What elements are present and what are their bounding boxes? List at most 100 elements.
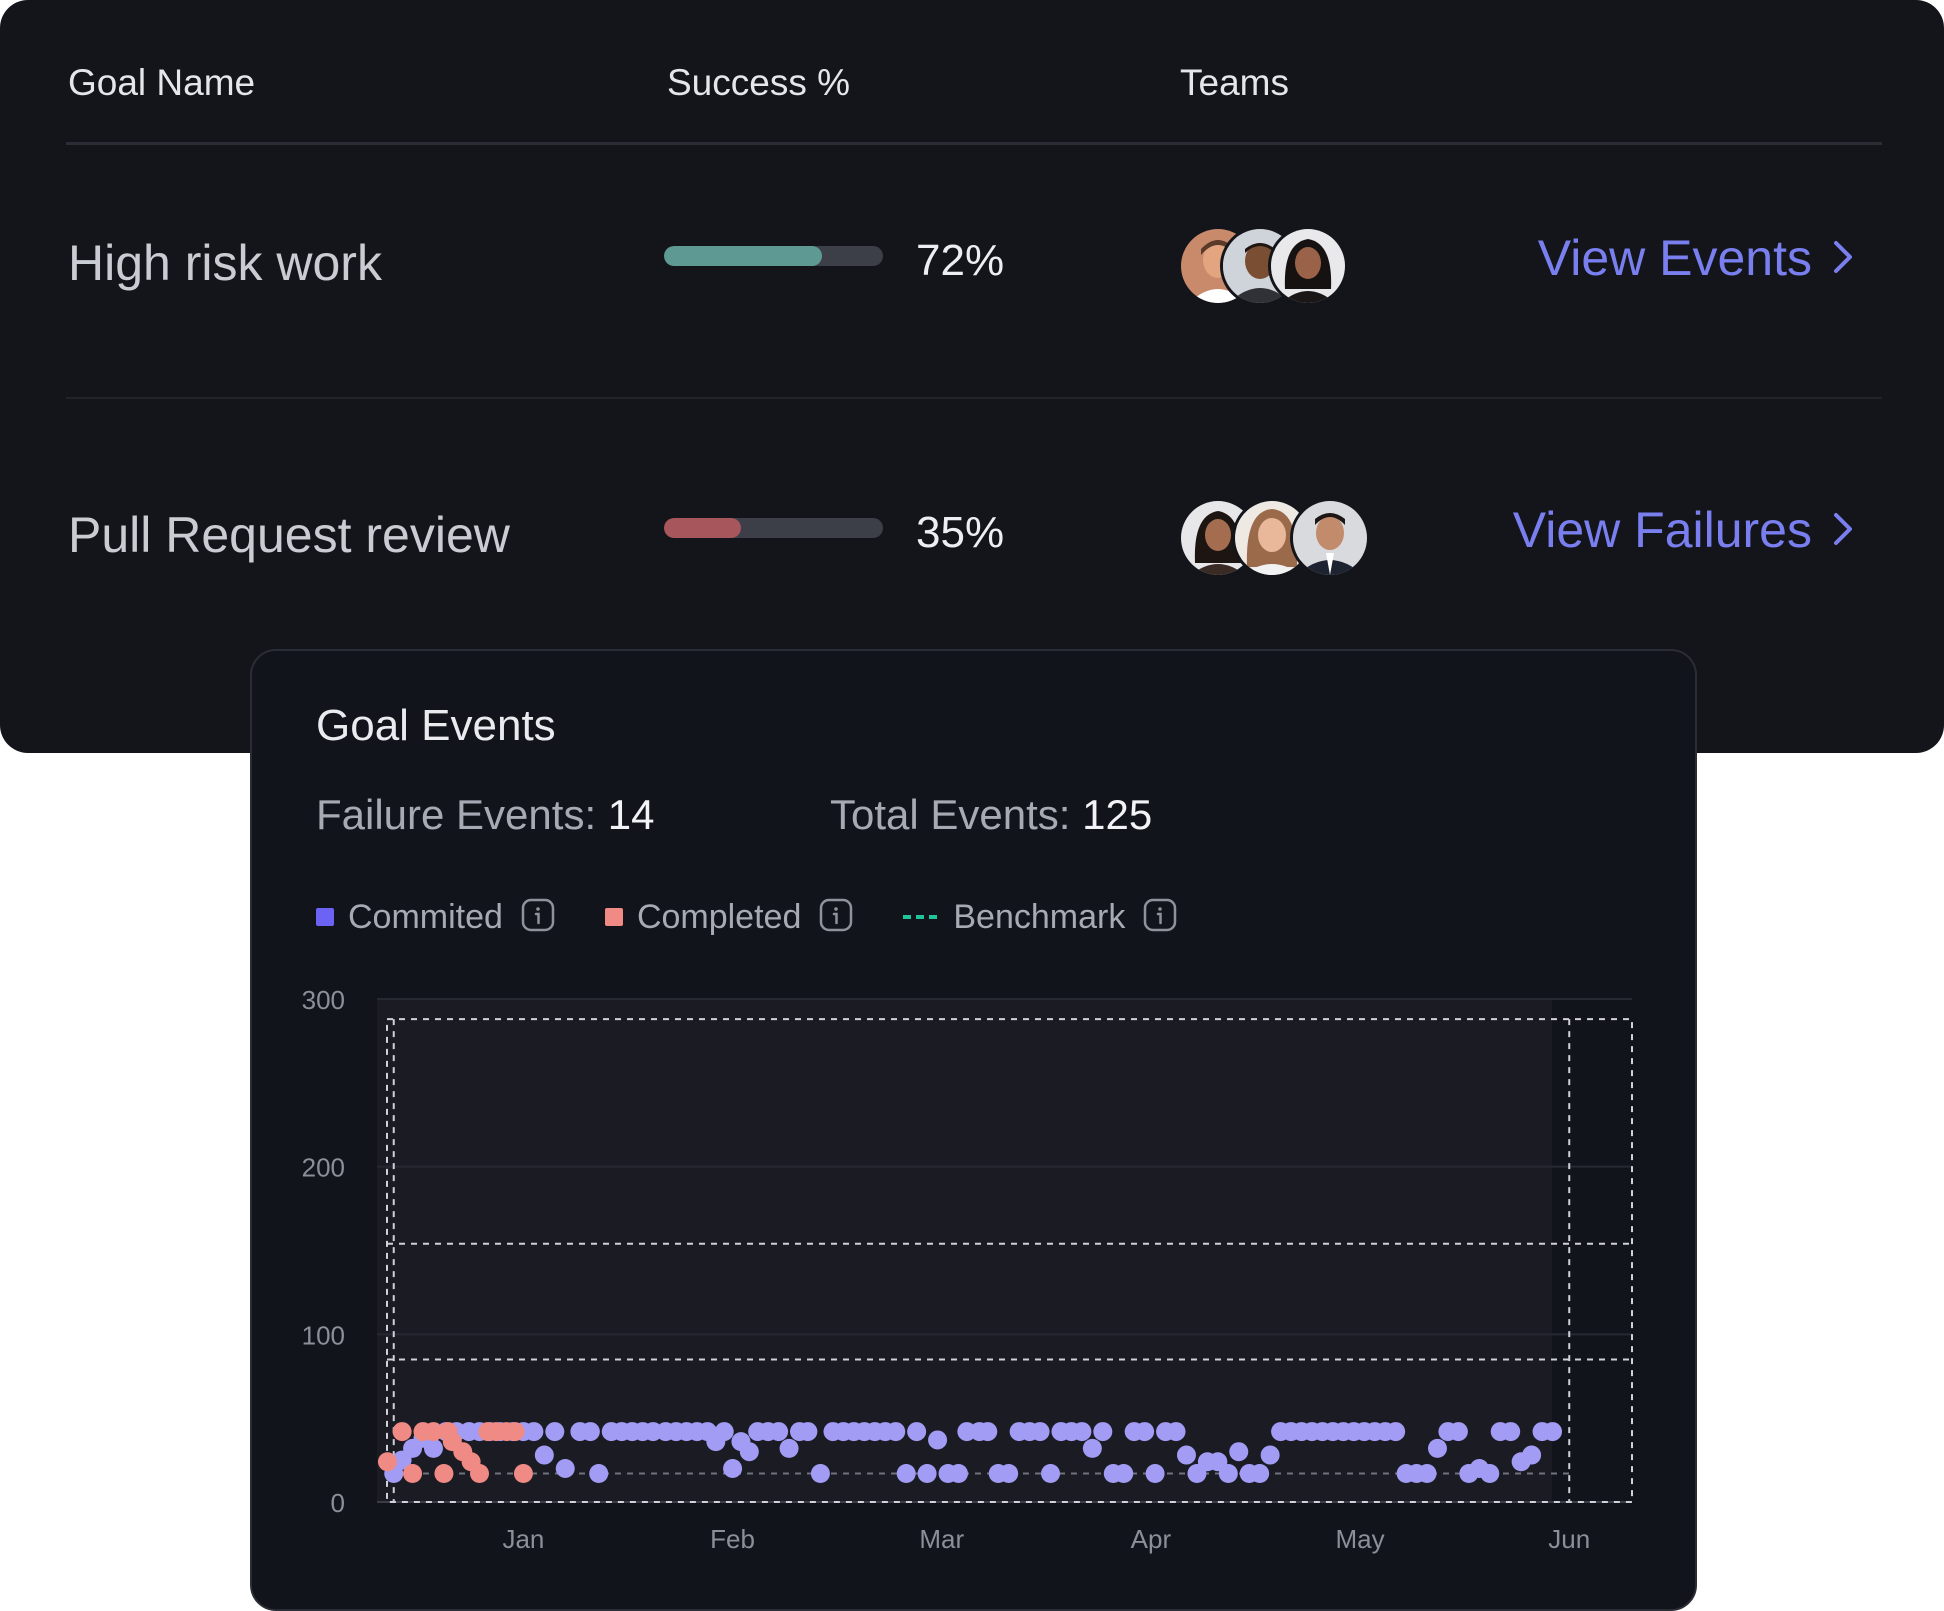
success-progress-fill [664,246,822,266]
y-tick-label: 300 [302,985,345,1015]
row-divider [66,397,1882,399]
success-progress-bar [664,246,883,266]
info-icon[interactable] [819,898,853,937]
completed-point [423,1422,443,1442]
commited-point [1093,1422,1113,1442]
completed-point [403,1463,423,1483]
avatar[interactable] [1268,226,1348,306]
commited-point [1135,1422,1155,1442]
commited-point [1501,1422,1521,1442]
commited-point [1176,1445,1196,1465]
commited-point [524,1422,544,1442]
commited-point [1480,1463,1500,1483]
commited-point [1229,1442,1249,1462]
commited-point [978,1422,998,1442]
view-failures-label: View Failures [1512,502,1812,558]
commited-point [545,1422,565,1442]
success-percent: 72% [916,236,1005,285]
commited-point [1166,1422,1186,1442]
commited-point [1386,1422,1406,1442]
total-events-stat: Total Events: 125 [830,791,1152,839]
completed-point [377,1452,397,1472]
commited-point [810,1463,830,1483]
legend-label: Commited [348,897,503,936]
commited-point [798,1422,818,1442]
commited-point [1543,1422,1563,1442]
completed-point [434,1463,454,1483]
chevron-right-icon [1828,229,1856,287]
goal-name: High risk work [68,235,382,291]
x-tick-label: Mar [919,1524,964,1554]
commited-point [779,1438,799,1458]
column-header-success: Success % [667,62,851,103]
commited-point [1250,1463,1270,1483]
avatar[interactable] [1290,498,1370,578]
view-events-label: View Events [1537,230,1812,286]
commited-point [1041,1463,1061,1483]
view-failures-link[interactable]: View Failures [1513,501,1856,559]
commited-point [769,1422,789,1442]
x-tick-label: May [1336,1524,1385,1554]
y-tick-label: 200 [302,1153,345,1183]
legend-label: Benchmark [953,897,1126,936]
x-tick-label: Jan [502,1524,544,1554]
completed-point [469,1463,489,1483]
commited-point [1522,1445,1542,1465]
completed-point [505,1422,525,1442]
commited-point [1082,1438,1102,1458]
commited-point [917,1463,937,1483]
total-events-label: Total Events: [830,791,1071,838]
x-tick-label: Feb [710,1524,755,1554]
commited-point [580,1422,600,1442]
commited-point [907,1422,927,1442]
total-events-value: 125 [1082,791,1153,838]
info-icon[interactable] [1143,898,1177,937]
completed-point [438,1422,458,1442]
commited-point [423,1438,443,1458]
commited-point [714,1422,734,1442]
chevron-right-icon [1828,501,1856,559]
commited-point [1218,1463,1238,1483]
table-row: Pull Request review 35% View Failures [0,476,1944,596]
y-tick-label: 0 [331,1488,345,1518]
commited-point [534,1445,554,1465]
x-tick-label: Apr [1131,1524,1172,1554]
chart-legend: Commited Completed Benchmark [316,897,1227,937]
info-icon[interactable] [521,898,555,937]
commited-point [723,1458,743,1478]
commited-point [1030,1422,1050,1442]
commited-point [928,1430,948,1450]
commited-point [886,1422,906,1442]
legend-item-benchmark[interactable]: Benchmark [903,898,1177,937]
table-row: High risk work 72% View Events [0,204,1944,324]
goal-events-chart: 0 100 200 300 Jan Feb Mar Apr May Jun [302,985,1633,1554]
commited-point [1114,1463,1134,1483]
legend-swatch-commited [316,908,334,926]
legend-swatch-completed [604,908,623,926]
commited-point [896,1463,916,1483]
legend-item-commited[interactable]: Commited [316,898,555,937]
goal-name: Pull Request review [68,507,510,563]
success-progress-fill [664,518,741,538]
commited-point [555,1458,575,1478]
commited-point [739,1442,759,1462]
y-tick-label: 100 [302,1320,345,1350]
column-header-goal-name: Goal Name [68,62,256,103]
legend-item-completed[interactable]: Completed [604,897,853,937]
plot-area [377,999,1552,1502]
goal-events-card: Goal Events Failure Events: 14 Total Eve… [250,649,1697,1611]
commited-point [589,1463,609,1483]
failure-events-label: Failure Events: [316,791,597,838]
legend-label: Completed [636,897,802,936]
commited-point [948,1463,968,1483]
commited-point [999,1463,1019,1483]
commited-point [1072,1422,1092,1442]
commited-point [1427,1438,1447,1458]
x-tick-label: Jun [1548,1524,1590,1554]
column-header-teams: Teams [1180,62,1289,103]
success-percent: 35% [916,508,1005,557]
view-events-link[interactable]: View Events [1538,229,1856,287]
commited-point [1448,1422,1468,1442]
goals-table-card: Goal Name Success % Teams High risk work… [0,0,1944,753]
header-divider [66,142,1882,145]
